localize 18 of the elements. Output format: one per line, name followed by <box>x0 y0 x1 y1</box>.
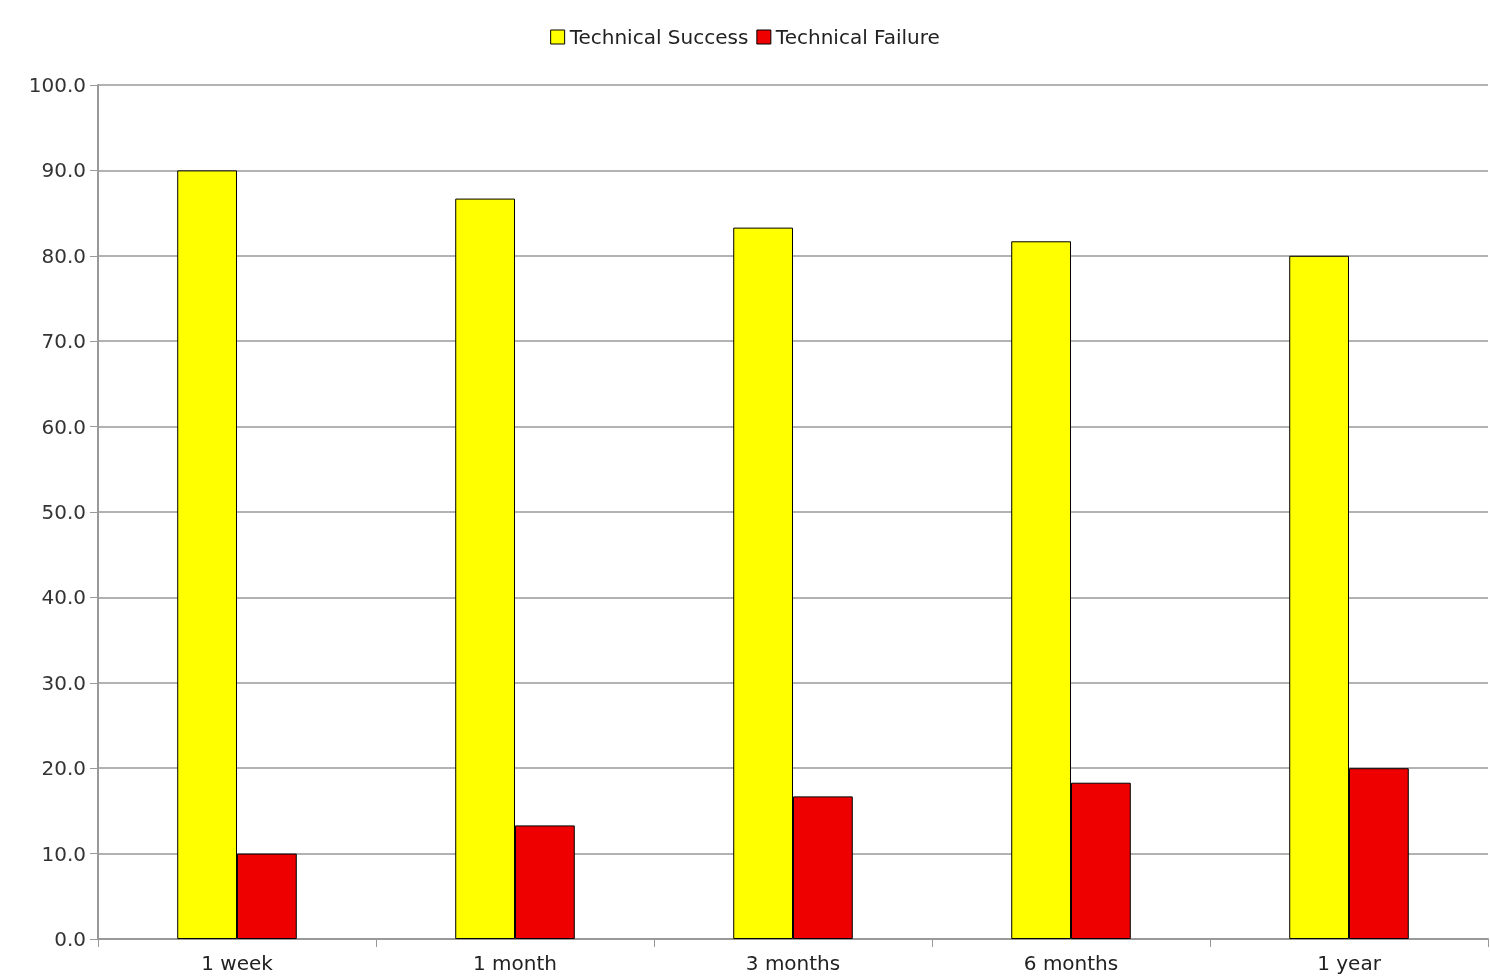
y-tick-label: 60.0 <box>41 414 86 439</box>
x-tick-label: 6 months <box>1023 951 1119 975</box>
y-tick-label: 30.0 <box>41 670 86 695</box>
y-tick-label: 0.0 <box>54 927 86 951</box>
y-tick-label: 80.0 <box>41 243 86 268</box>
x-tick-label: 1 month <box>473 951 557 975</box>
y-tick-label: 50.0 <box>41 500 86 524</box>
y-tick-label: 100.0 <box>28 73 86 97</box>
y-tick-label: 70.0 <box>41 329 86 354</box>
y-tick-label: 40.0 <box>41 585 86 610</box>
x-tick-label: 3 months <box>745 951 841 975</box>
y-tick-label: 20.0 <box>41 756 86 781</box>
x-tick-label: 1 week <box>201 951 274 975</box>
x-tick-label: 1 year <box>1317 951 1382 975</box>
legend-label: Technical Failure <box>774 25 940 49</box>
y-tick-label: 10.0 <box>41 841 86 866</box>
y-tick-label: 90.0 <box>41 158 86 183</box>
legend-label: Technical Success <box>568 25 749 49</box>
